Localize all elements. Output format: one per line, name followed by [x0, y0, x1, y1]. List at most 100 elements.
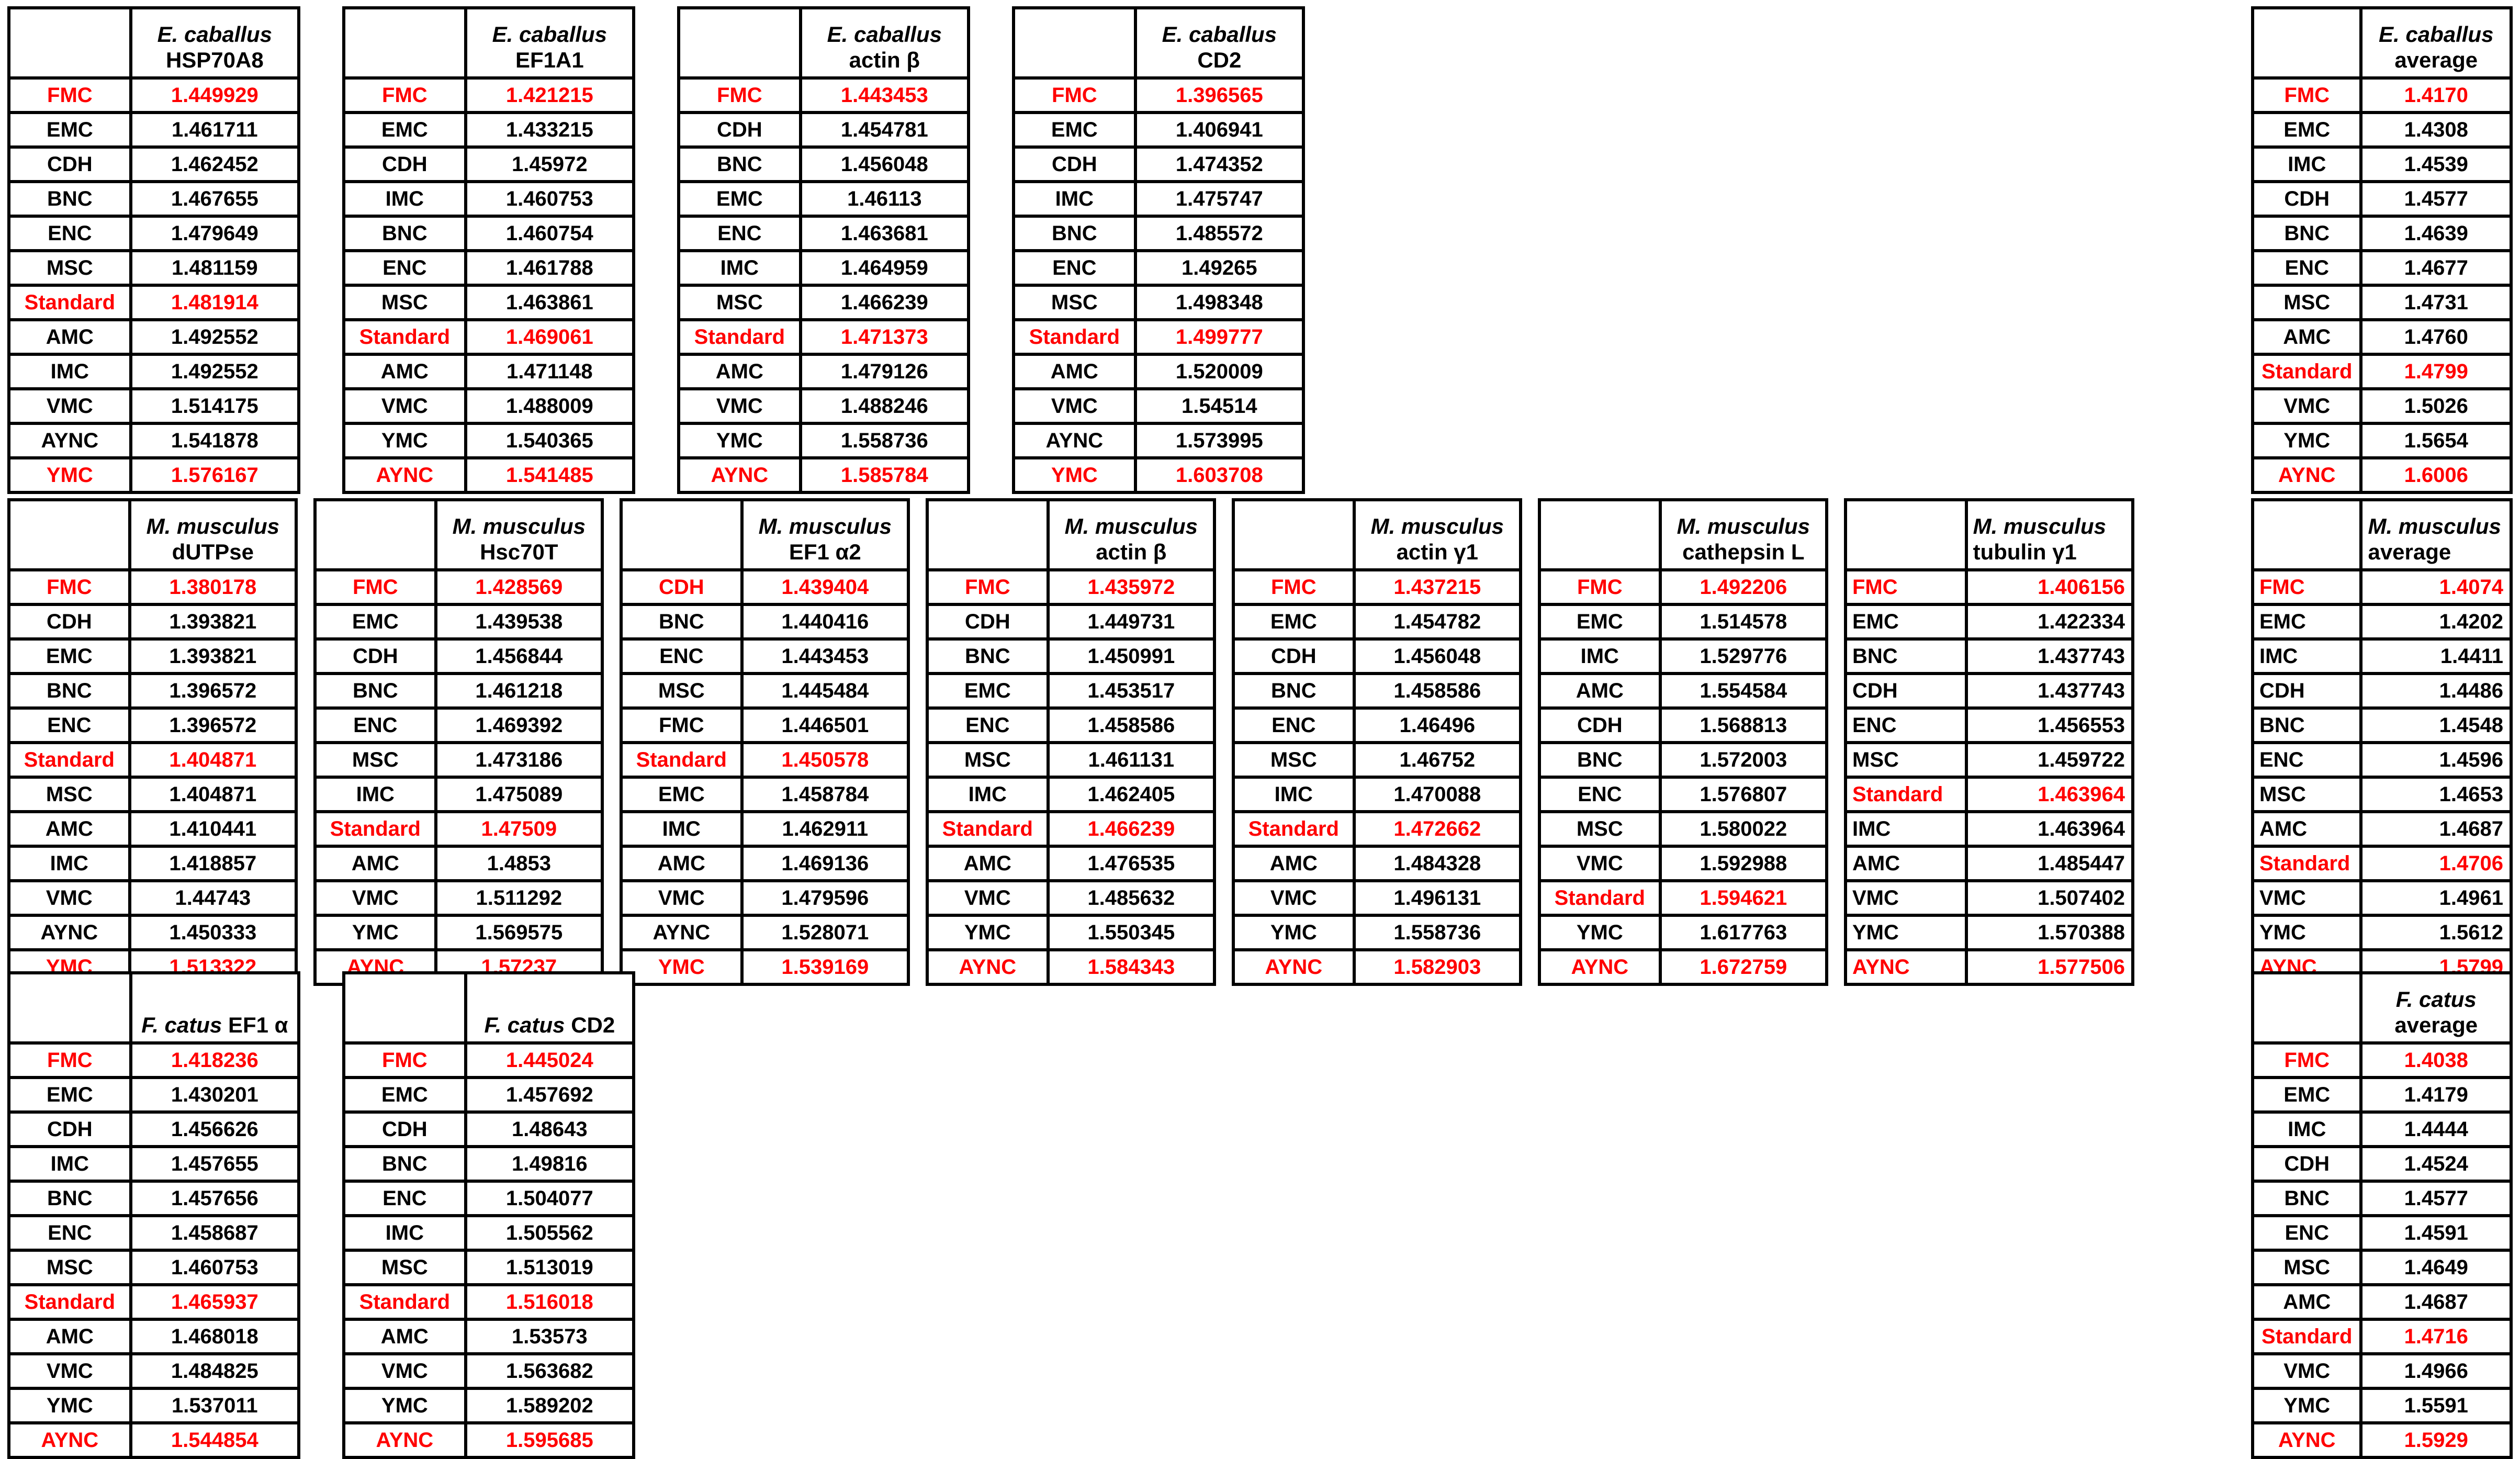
value-cell: 1.465937	[129, 1283, 301, 1321]
table-row: EMC 1.393821	[7, 637, 298, 675]
condition-label: VMC	[1844, 879, 1968, 917]
table-row: Standard 1.516018	[342, 1283, 636, 1321]
condition-label: EMC	[7, 111, 132, 149]
table-row: YMC 1.540365	[342, 422, 636, 459]
condition-label: Standard	[7, 284, 132, 321]
table-fcatus-average: F. catus average FMC 1.4038 EMC 1.4179 IM…	[2251, 971, 2513, 1459]
condition-label: BNC	[313, 672, 437, 710]
table-row: AYNC 1.672759	[1538, 948, 1829, 986]
header-empty-cell	[2251, 971, 2363, 1045]
table-header-row: F. catus EF1 α	[7, 971, 301, 1045]
value-cell: 1.4170	[2359, 76, 2513, 114]
condition-label: YMC	[342, 422, 467, 459]
table-row: ENC 1.4591	[2251, 1214, 2513, 1252]
condition-label: CDH	[620, 568, 744, 606]
condition-label: MSC	[313, 741, 437, 779]
condition-label: YMC	[342, 1387, 467, 1424]
table-row: IMC 1.505562	[342, 1214, 636, 1252]
table-row: EMC 1.46113	[677, 180, 971, 218]
condition-label: EMC	[342, 1076, 467, 1114]
table-row: AMC 1.485447	[1844, 845, 2135, 882]
condition-label: YMC	[1012, 456, 1137, 494]
value-cell: 1.466239	[1046, 810, 1217, 848]
value-cell: 1.4411	[2359, 637, 2513, 675]
table-row: BNC 1.440416	[620, 603, 910, 641]
condition-label: AYNC	[926, 948, 1050, 986]
table-row: EMC 1.454782	[1232, 603, 1523, 641]
table-header-row: E. caballus actin β	[677, 6, 971, 80]
value-cell: 1.454781	[798, 111, 971, 149]
table-header-row: M. musculus EF1 α2	[620, 498, 910, 571]
value-cell: 1.479126	[798, 353, 971, 390]
table-row: AMC 1.4853	[313, 845, 604, 882]
value-cell: 1.435972	[1046, 568, 1217, 606]
table-row: IMC 1.462911	[620, 810, 910, 848]
value-cell: 1.529776	[1658, 637, 1829, 675]
table-row: VMC 1.479596	[620, 879, 910, 917]
gene-name: EF1 α	[228, 1013, 288, 1038]
condition-label: BNC	[1538, 741, 1662, 779]
value-cell: 1.4853	[434, 845, 604, 882]
condition-label: IMC	[677, 249, 802, 287]
condition-label: AYNC	[2251, 456, 2363, 494]
value-cell: 1.4577	[2359, 180, 2513, 218]
table-header-row: E. caballus HSP70A8	[7, 6, 301, 80]
table-row: AMC 1.468018	[7, 1318, 301, 1355]
species-name: E. caballus	[1162, 21, 1277, 47]
table-header-cell: E. caballus HSP70A8	[129, 6, 301, 80]
table-row: EMC 1.422334	[1844, 603, 2135, 641]
condition-label: IMC	[620, 810, 744, 848]
value-cell: 1.4202	[2359, 603, 2513, 641]
value-cell: 1.428569	[434, 568, 604, 606]
table-mmusculus-actin-β: M. musculus actin β FMC 1.435972 CDH 1.44…	[926, 498, 1217, 986]
value-cell: 1.456048	[798, 145, 971, 183]
table-header-cell: F. catus average	[2359, 971, 2513, 1045]
header-empty-cell	[313, 498, 437, 571]
header-empty-cell	[2251, 6, 2363, 80]
species-name: M. musculus	[452, 513, 586, 538]
table-header-cell: M. musculus dUTPse	[128, 498, 298, 571]
table-row: Standard 1.594621	[1538, 879, 1829, 917]
table-row: ENC 1.396572	[7, 706, 298, 744]
table-row: IMC 1.470088	[1232, 776, 1523, 813]
value-cell: 1.511292	[434, 879, 604, 917]
value-cell: 1.450333	[128, 914, 298, 951]
table-row: CDH 1.4577	[2251, 180, 2513, 218]
table-row: IMC 1.4539	[2251, 145, 2513, 183]
condition-label: CDH	[313, 637, 437, 675]
table-row: AMC 1.4760	[2251, 318, 2513, 356]
table-mmusculus-tubulin-γ1: M. musculus tubulin γ1 FMC 1.406156 EMC 1…	[1844, 498, 2135, 986]
table-row: AMC 1.492552	[7, 318, 301, 356]
table-header-row: M. musculus average	[2251, 498, 2513, 571]
value-cell: 1.468018	[129, 1318, 301, 1355]
header-empty-cell	[1538, 498, 1662, 571]
value-cell: 1.449929	[129, 76, 301, 114]
value-cell: 1.466239	[798, 284, 971, 321]
table-ecaballus-average: E. caballus average FMC 1.4170 EMC 1.4308…	[2251, 6, 2513, 494]
value-cell: 1.393821	[128, 603, 298, 641]
condition-label: EMC	[1012, 111, 1137, 149]
value-cell: 1.4760	[2359, 318, 2513, 356]
condition-label: VMC	[620, 879, 744, 917]
value-cell: 1.422334	[1964, 603, 2135, 641]
table-row: FMC 1.435972	[926, 568, 1217, 606]
table-row: AYNC 1.541878	[7, 422, 301, 459]
table-mmusculus-cathepsin-l: M. musculus cathepsin L FMC 1.492206 EMC …	[1538, 498, 1829, 986]
table-ecaballus-ef1a1: E. caballus EF1A1 FMC 1.421215 EMC 1.4332…	[342, 6, 636, 494]
table-row: AYNC 1.573995	[1012, 422, 1306, 459]
condition-label: VMC	[1538, 845, 1662, 882]
value-cell: 1.479596	[740, 879, 910, 917]
value-cell: 1.544854	[129, 1421, 301, 1459]
value-cell: 1.450578	[740, 741, 910, 779]
gene-name: HSP70A8	[165, 48, 264, 73]
condition-label: IMC	[1538, 637, 1662, 675]
species-name: M. musculus	[1064, 513, 1198, 538]
value-cell: 1.406941	[1133, 111, 1306, 149]
table-row: AMC 1.469136	[620, 845, 910, 882]
condition-label: AYNC	[1012, 422, 1137, 459]
condition-label: EMC	[2251, 603, 2363, 641]
value-cell: 1.528071	[740, 914, 910, 951]
value-cell: 1.594621	[1658, 879, 1829, 917]
table-row: AMC 1.520009	[1012, 353, 1306, 390]
table-row: BNC 1.457656	[7, 1180, 301, 1217]
